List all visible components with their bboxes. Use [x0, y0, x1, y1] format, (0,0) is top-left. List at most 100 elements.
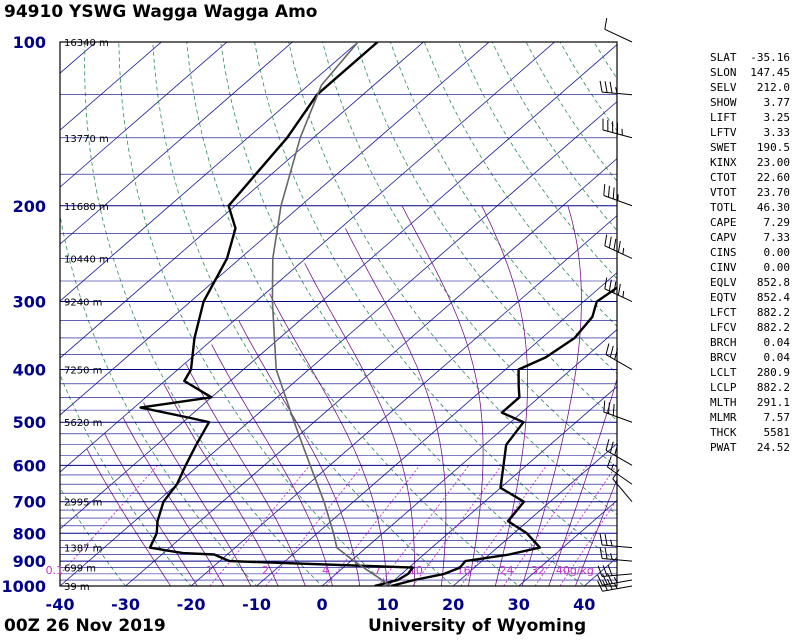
index-row: EQLV 852.8 — [710, 275, 790, 290]
mixing-ratio-label: 1 — [206, 564, 213, 577]
wind-barb-full — [609, 441, 614, 453]
dry-adiabat — [322, 42, 617, 469]
pressure-tick-label: 300 — [13, 293, 46, 312]
wind-barb — [603, 184, 633, 207]
moist-adiabat — [86, 448, 172, 586]
mixing-ratio-label: 24 — [500, 564, 514, 577]
wind-barb-full — [604, 17, 608, 30]
wind-barb-full — [603, 184, 606, 196]
index-name: SLON — [710, 66, 737, 79]
wind-barb-full — [612, 187, 615, 199]
index-value: 0.04 — [763, 351, 791, 364]
wind-barb-full — [612, 469, 620, 480]
index-value: 7.29 — [763, 216, 791, 229]
index-name: LFCT — [710, 306, 737, 319]
wind-barb-full — [613, 281, 617, 294]
wind-barb — [599, 80, 633, 96]
height-label: 5620 m — [64, 418, 102, 429]
wind-barb-half — [610, 539, 613, 546]
wind-barb-full — [606, 572, 613, 584]
wind-barb-half — [610, 553, 613, 560]
mixing-ratio-label: 2 — [262, 564, 269, 577]
index-name: BRCV — [710, 351, 737, 364]
index-value: 24.52 — [756, 441, 790, 454]
index-row: LIFT 3.25 — [710, 110, 790, 125]
isotherm-line — [60, 101, 617, 586]
index-name: THCK — [710, 426, 737, 439]
index-row: CAPE 7.29 — [710, 215, 790, 230]
index-name: LCLP — [710, 381, 737, 394]
pressure-tick-label: 200 — [13, 197, 46, 216]
source-credit: University of Wyoming — [368, 616, 587, 636]
mixing-ratio-label: 0.1 — [46, 564, 64, 577]
moist-adiabat — [521, 205, 582, 586]
wind-barb-staff — [612, 478, 633, 503]
index-name: SWET — [710, 141, 737, 154]
index-value: 7.33 — [763, 231, 791, 244]
parcel-profile-line — [271, 42, 392, 586]
isotherm-line — [60, 42, 490, 416]
wind-barb — [605, 343, 633, 370]
index-name: LCLT — [710, 366, 737, 379]
temperature-tick-label: 0 — [317, 595, 328, 614]
index-name: PWAT — [710, 441, 737, 454]
index-name: BRCH — [710, 336, 737, 349]
temperature-profile-line — [390, 286, 617, 586]
wind-barb — [604, 17, 633, 43]
pressure-tick-label: 100 — [13, 33, 46, 52]
temperature-tick-label: 10 — [377, 595, 399, 614]
page-title: 94910 YSWG Wagga Wagga Amo — [4, 2, 318, 22]
wind-barb — [599, 533, 633, 549]
moist-adiabat — [481, 205, 528, 586]
pressure-tick-label: 700 — [13, 493, 46, 512]
wind-barb-half — [622, 290, 625, 298]
wind-barb-full — [608, 185, 610, 198]
isotherm-line — [190, 215, 617, 586]
index-value: 882.2 — [756, 381, 790, 394]
index-name: CINV — [710, 261, 737, 274]
temperature-tick-label: -20 — [177, 595, 206, 614]
index-value: 46.30 — [756, 201, 790, 214]
temperature-tick-label: 30 — [508, 595, 530, 614]
index-row: CINS 0.00 — [710, 245, 790, 260]
mixing-ratio-label: 7 — [374, 564, 381, 577]
index-value: 23.70 — [756, 186, 790, 199]
mixing-ratio-label: 4 — [322, 564, 329, 577]
wind-barb-full — [604, 81, 608, 93]
index-row: LCLP 882.2 — [710, 380, 790, 395]
mixing-ratio-label: 40g/kg — [556, 564, 594, 577]
index-name: CAPE — [710, 216, 737, 229]
wind-barb-full — [613, 238, 617, 251]
mixing-ratio-line — [460, 465, 547, 586]
wind-barb-full — [599, 547, 603, 559]
wind-barb-full — [608, 279, 612, 292]
isotherm-line — [60, 42, 425, 359]
wind-barb — [602, 118, 633, 139]
index-row: BRCV 0.04 — [710, 350, 790, 365]
wind-barb-full — [608, 402, 610, 414]
pressure-tick-label: 800 — [13, 524, 46, 543]
isotherm-line — [60, 42, 228, 188]
height-label: 13770 m — [64, 134, 109, 145]
height-label: 39 m — [64, 582, 90, 593]
wind-barb-full — [603, 400, 606, 413]
wind-barb-half — [613, 576, 618, 583]
index-value: 147.45 — [750, 66, 790, 79]
dry-adiabat — [288, 42, 617, 516]
moist-adiabat — [104, 433, 198, 586]
index-value: 5581 — [763, 426, 791, 439]
wind-barb — [597, 572, 633, 586]
index-row: EQTV 852.4 — [710, 290, 790, 305]
wind-barb — [606, 456, 633, 485]
wind-barb — [604, 234, 633, 259]
index-row: MLTH 291.1 — [710, 395, 790, 410]
pressure-tick-label: 1000 — [1, 577, 46, 596]
index-value: 190.5 — [756, 141, 790, 154]
height-label: 9240 m — [64, 298, 102, 309]
pressure-tick-label: 400 — [13, 361, 46, 380]
index-value: -35.16 — [750, 51, 790, 64]
wind-barb-half — [622, 247, 625, 255]
index-value: 22.60 — [756, 171, 790, 184]
index-name: LFTV — [710, 126, 737, 139]
wind-barb-full — [607, 564, 613, 576]
